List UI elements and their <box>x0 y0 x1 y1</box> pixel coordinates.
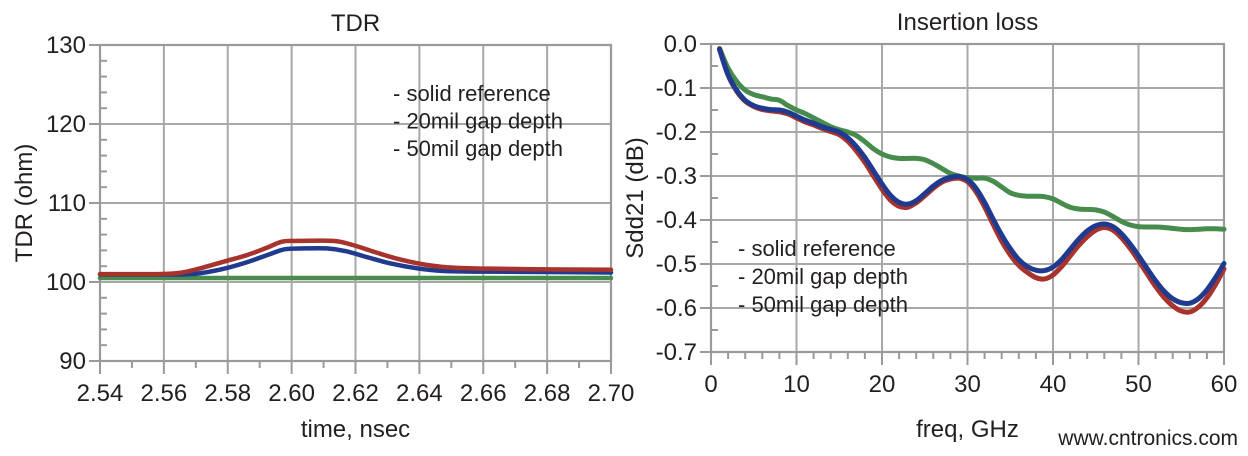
legend-item-50mil-gap-depth: - 50mil gap depth <box>393 136 563 161</box>
x-tick-label: 40 <box>1040 371 1067 398</box>
y-tick-label: -0.3 <box>656 163 697 190</box>
legend-item-20mil-gap-depth: - 20mil gap depth <box>393 109 563 134</box>
y-tick-label: 100 <box>46 269 86 296</box>
x-tick-label: 2.60 <box>268 380 315 407</box>
chart-insertion-loss: 0 10 20 30 40 50 60 0.0 -0.1 -0.2 -0.3 -0.4 -0.5 -0.6… <box>622 9 1237 443</box>
y-tick-label: -0.2 <box>656 119 697 146</box>
plot-frame <box>709 42 1226 354</box>
y-tick-label: 120 <box>46 111 86 138</box>
y-tick-label: 90 <box>59 348 86 375</box>
y-axis-label: Sdd21 (dB) <box>622 137 649 258</box>
legend-item-solid-reference: - solid reference <box>393 81 551 106</box>
y-tick-label: -0.7 <box>656 339 697 366</box>
x-tick-label: 20 <box>869 371 896 398</box>
chart-tdr: 2.54 2.56 2.58 2.60 2.62 2.64 2.66 2.68 2.70 90 10… <box>11 10 634 443</box>
x-tick-label: 10 <box>783 371 810 398</box>
series-solid-reference <box>717 45 1227 233</box>
chart-title: Insertion loss <box>897 9 1038 36</box>
x-tick-label: 2.56 <box>141 380 188 407</box>
y-tick-label: 0.0 <box>664 31 697 58</box>
series-50mil-gap-depth <box>97 238 614 277</box>
x-tick-label: 2.64 <box>396 380 443 407</box>
series-20mil-gap-depth <box>97 245 614 277</box>
chart-title: TDR <box>331 10 380 37</box>
legend-item-solid-reference: - solid reference <box>738 236 896 261</box>
x-tick-label: 50 <box>1125 371 1152 398</box>
x-tick-label: 2.62 <box>332 380 379 407</box>
watermark: www.cntronics.com <box>1057 427 1238 450</box>
legend-item-50mil-gap-depth: - 50mil gap depth <box>738 292 908 317</box>
x-tick-label: 60 <box>1211 371 1238 398</box>
y-axis-label: TDR (ohm) <box>11 144 38 263</box>
x-tick-label: 2.68 <box>524 380 571 407</box>
x-tick-label: 2.66 <box>460 380 507 407</box>
x-tick-label: 0 <box>704 371 717 398</box>
plot-frame <box>98 43 613 363</box>
y-tick-label: -0.6 <box>656 295 697 322</box>
x-tick-label: 30 <box>954 371 981 398</box>
y-tick-label: -0.5 <box>656 251 697 278</box>
y-tick-label: -0.4 <box>656 207 697 234</box>
series-20mil-gap-depth <box>717 46 1227 307</box>
x-tick-label: 2.70 <box>588 380 635 407</box>
legend-item-20mil-gap-depth: - 20mil gap depth <box>738 264 908 289</box>
x-tick-label: 2.54 <box>77 380 124 407</box>
y-tick-label: -0.1 <box>656 75 697 102</box>
x-tick-label: 2.58 <box>204 380 251 407</box>
y-tick-label: 110 <box>48 190 86 217</box>
x-axis-label: time, nsec <box>301 416 410 443</box>
y-tick-label: 130 <box>46 32 86 59</box>
x-axis-label: freq, GHz <box>916 416 1019 443</box>
